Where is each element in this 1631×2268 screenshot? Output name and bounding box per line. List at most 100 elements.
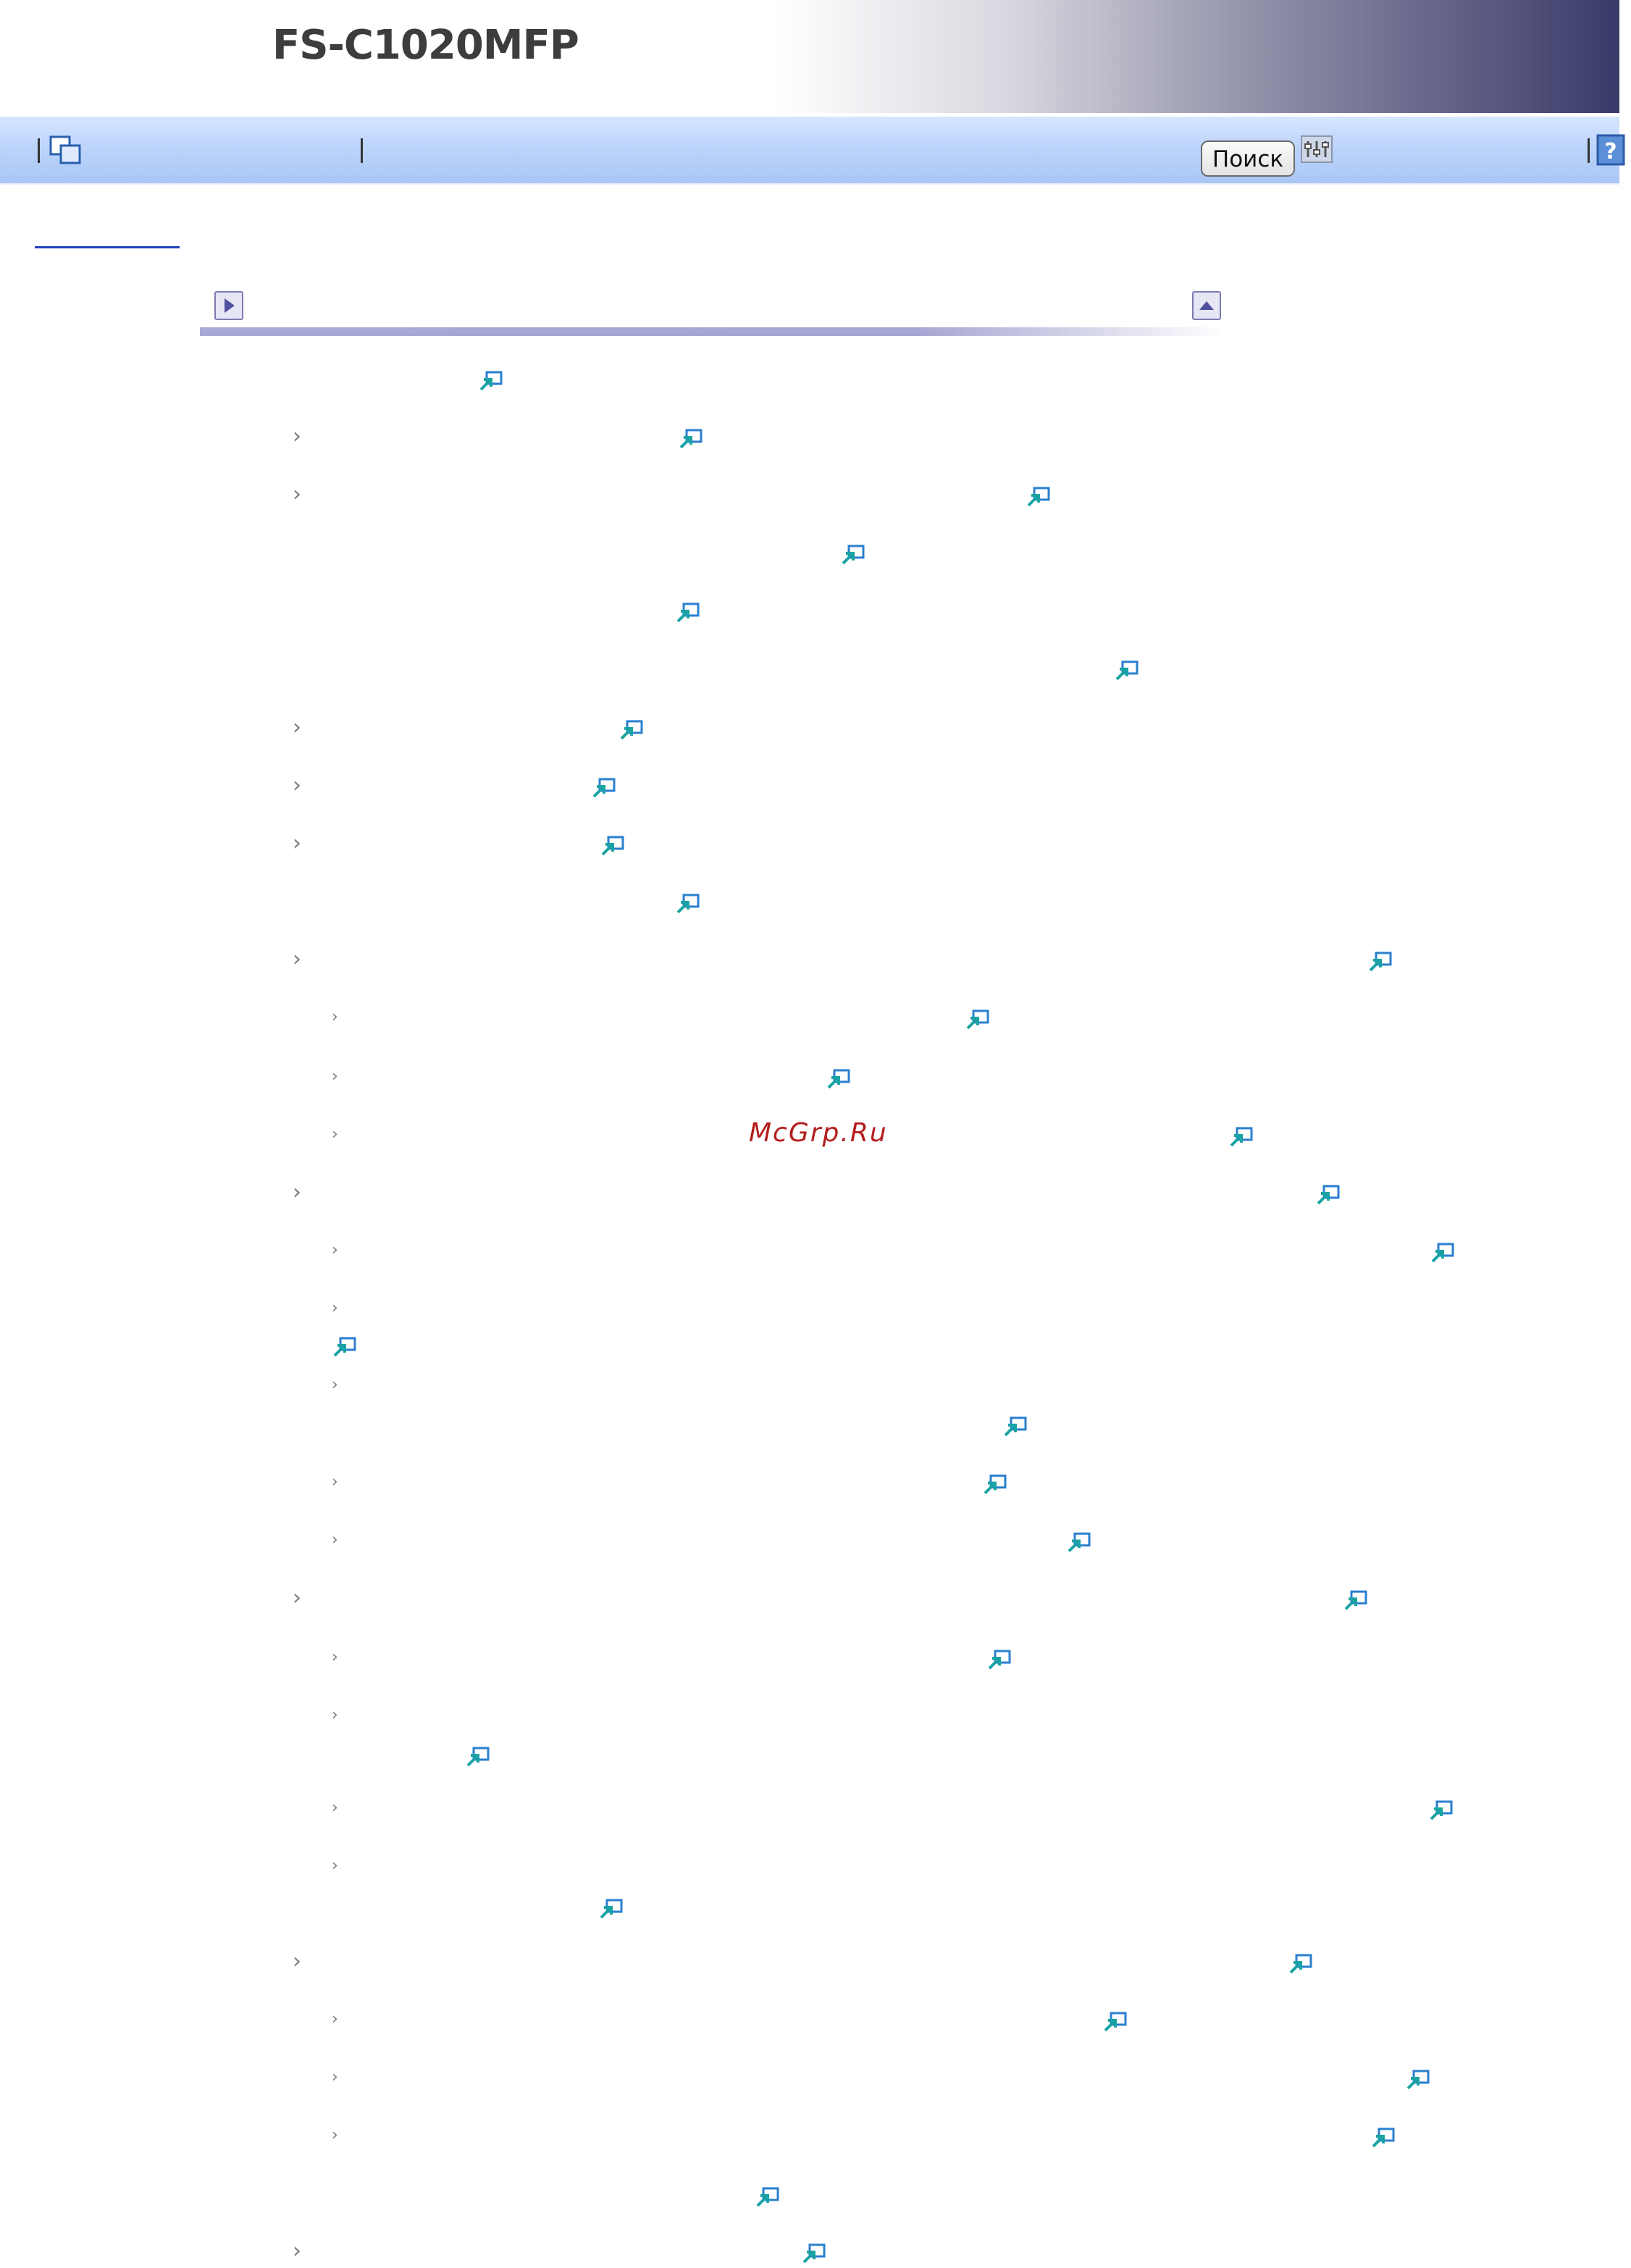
- toc-row[interactable]: ›: [0, 0, 1631, 1263]
- link-jump-icon[interactable]: [1431, 1243, 1454, 1263]
- toc-row[interactable]: ›: [0, 0, 1631, 1357]
- link-jump-icon[interactable]: [601, 836, 624, 856]
- link-jump-icon[interactable]: [842, 545, 865, 565]
- link-jump-icon[interactable]: [466, 1747, 490, 1767]
- chevron-right-icon: ›: [332, 1531, 338, 1549]
- link-jump-icon[interactable]: [479, 371, 503, 391]
- link-jump-icon[interactable]: [1372, 2128, 1395, 2148]
- chevron-right-icon: ›: [293, 1180, 301, 1205]
- toc-row[interactable]: ›: [0, 0, 1631, 1437]
- toolbar-divider: [38, 138, 40, 163]
- chevron-right-icon: ›: [293, 2238, 301, 2264]
- link-jump-icon[interactable]: [827, 1069, 850, 1089]
- link-jump-icon[interactable]: [802, 2243, 826, 2264]
- link-jump-icon[interactable]: [679, 429, 703, 449]
- toc-row[interactable]: ›: [0, 0, 1631, 1767]
- link-jump-icon[interactable]: [988, 1650, 1011, 1670]
- toc-row[interactable]: ›: [0, 0, 1631, 507]
- svg-text:?: ?: [1604, 139, 1617, 164]
- toc-row[interactable]: ›: [0, 0, 1631, 2032]
- toc-row[interactable]: ›: [0, 0, 1631, 798]
- chevron-right-icon: ›: [332, 2010, 338, 2028]
- search-options-icon[interactable]: [1301, 135, 1333, 166]
- toolbar: ?: [0, 116, 1625, 185]
- toc-row[interactable]: ›: [0, 0, 1631, 1974]
- toc-row[interactable]: [0, 0, 1631, 391]
- chevron-right-icon: ›: [332, 1857, 338, 1875]
- toc-row[interactable]: ›: [0, 0, 1631, 1089]
- back-to-top-button[interactable]: [1192, 291, 1221, 320]
- link-jump-icon[interactable]: [1115, 660, 1139, 681]
- header-banner: FS-C1020MFP: [0, 0, 1619, 113]
- toc-row[interactable]: ›: [0, 0, 1631, 972]
- link-jump-icon[interactable]: [1104, 2012, 1127, 2032]
- link-jump-icon[interactable]: [1027, 487, 1050, 507]
- chevron-right-icon: ›: [293, 424, 301, 449]
- link-jump-icon[interactable]: [1317, 1185, 1340, 1205]
- chevron-right-icon: ›: [332, 1799, 338, 1817]
- top-link[interactable]: [35, 246, 180, 248]
- toc-row[interactable]: ›: [0, 0, 1631, 1919]
- watermark: McGrp.Ru: [749, 1118, 888, 1148]
- toc-row[interactable]: [0, 0, 1631, 565]
- toc-row[interactable]: ›: [0, 0, 1631, 449]
- link-jump-icon[interactable]: [1004, 1416, 1027, 1437]
- link-jump-icon[interactable]: [1344, 1590, 1367, 1610]
- link-jump-icon[interactable]: [592, 778, 616, 798]
- toc-row[interactable]: ›: [0, 0, 1631, 1670]
- toc-row[interactable]: ›: [0, 0, 1631, 1553]
- link-jump-icon[interactable]: [620, 720, 643, 740]
- link-jump-icon[interactable]: [1369, 952, 1392, 972]
- product-title: FS-C1020MFP: [272, 22, 579, 69]
- search-button[interactable]: Поиск: [1201, 140, 1295, 177]
- toc-row[interactable]: [0, 0, 1631, 914]
- link-jump-icon[interactable]: [1289, 1954, 1312, 1974]
- toc-row[interactable]: ›: [0, 0, 1631, 1030]
- toc-row[interactable]: ›: [0, 0, 1631, 1147]
- chevron-right-icon: ›: [293, 482, 301, 507]
- toc-row[interactable]: [0, 0, 1631, 2207]
- chevron-right-icon: ›: [332, 2068, 338, 2086]
- link-jump-icon[interactable]: [1406, 2070, 1430, 2090]
- link-jump-icon[interactable]: [984, 1474, 1007, 1495]
- chevron-right-icon: ›: [332, 1376, 338, 1394]
- toc-row[interactable]: ›: [0, 0, 1631, 2090]
- arrow-up-icon: [1199, 301, 1214, 310]
- link-jump-icon[interactable]: [1430, 1800, 1453, 1820]
- link-jump-icon[interactable]: [1230, 1127, 1253, 1147]
- link-jump-icon[interactable]: [756, 2187, 779, 2207]
- toc-row[interactable]: ›: [0, 0, 1631, 1495]
- chevron-right-icon: ›: [293, 773, 301, 798]
- chevron-right-icon: ›: [332, 2126, 338, 2144]
- toc-row[interactable]: ›: [0, 0, 1631, 740]
- link-jump-icon[interactable]: [676, 602, 700, 623]
- chevron-right-icon: ›: [332, 1125, 338, 1143]
- chevron-right-icon: ›: [293, 1949, 301, 1974]
- next-section-button[interactable]: [214, 291, 243, 320]
- chevron-right-icon: ›: [332, 1299, 338, 1317]
- link-jump-icon[interactable]: [600, 1899, 623, 1919]
- help-icon[interactable]: ?: [1596, 134, 1625, 169]
- toc-row[interactable]: ›: [0, 0, 1631, 2148]
- chevron-right-icon: ›: [293, 946, 301, 972]
- toc-row[interactable]: [0, 0, 1631, 623]
- link-jump-icon[interactable]: [1068, 1532, 1091, 1553]
- link-jump-icon[interactable]: [676, 894, 700, 914]
- toc-row[interactable]: ›: [0, 0, 1631, 856]
- chevron-right-icon: ›: [293, 831, 301, 856]
- link-jump-icon[interactable]: [333, 1337, 356, 1357]
- toc-row[interactable]: ›: [0, 0, 1631, 1820]
- toc-row[interactable]: [0, 0, 1631, 681]
- copy-pages-icon[interactable]: [48, 134, 85, 170]
- chevron-right-icon: ›: [293, 715, 301, 740]
- toc-row[interactable]: ›: [0, 0, 1631, 1610]
- toc-row[interactable]: ›: [0, 0, 1631, 1205]
- section-divider-bar: [200, 327, 1227, 336]
- chevron-right-icon: ›: [332, 1067, 338, 1085]
- chevron-right-icon: ›: [332, 1473, 338, 1491]
- link-jump-icon[interactable]: [966, 1009, 989, 1030]
- arrow-right-icon: [225, 298, 235, 313]
- chevron-right-icon: ›: [332, 1241, 338, 1259]
- chevron-right-icon: ›: [293, 1585, 301, 1610]
